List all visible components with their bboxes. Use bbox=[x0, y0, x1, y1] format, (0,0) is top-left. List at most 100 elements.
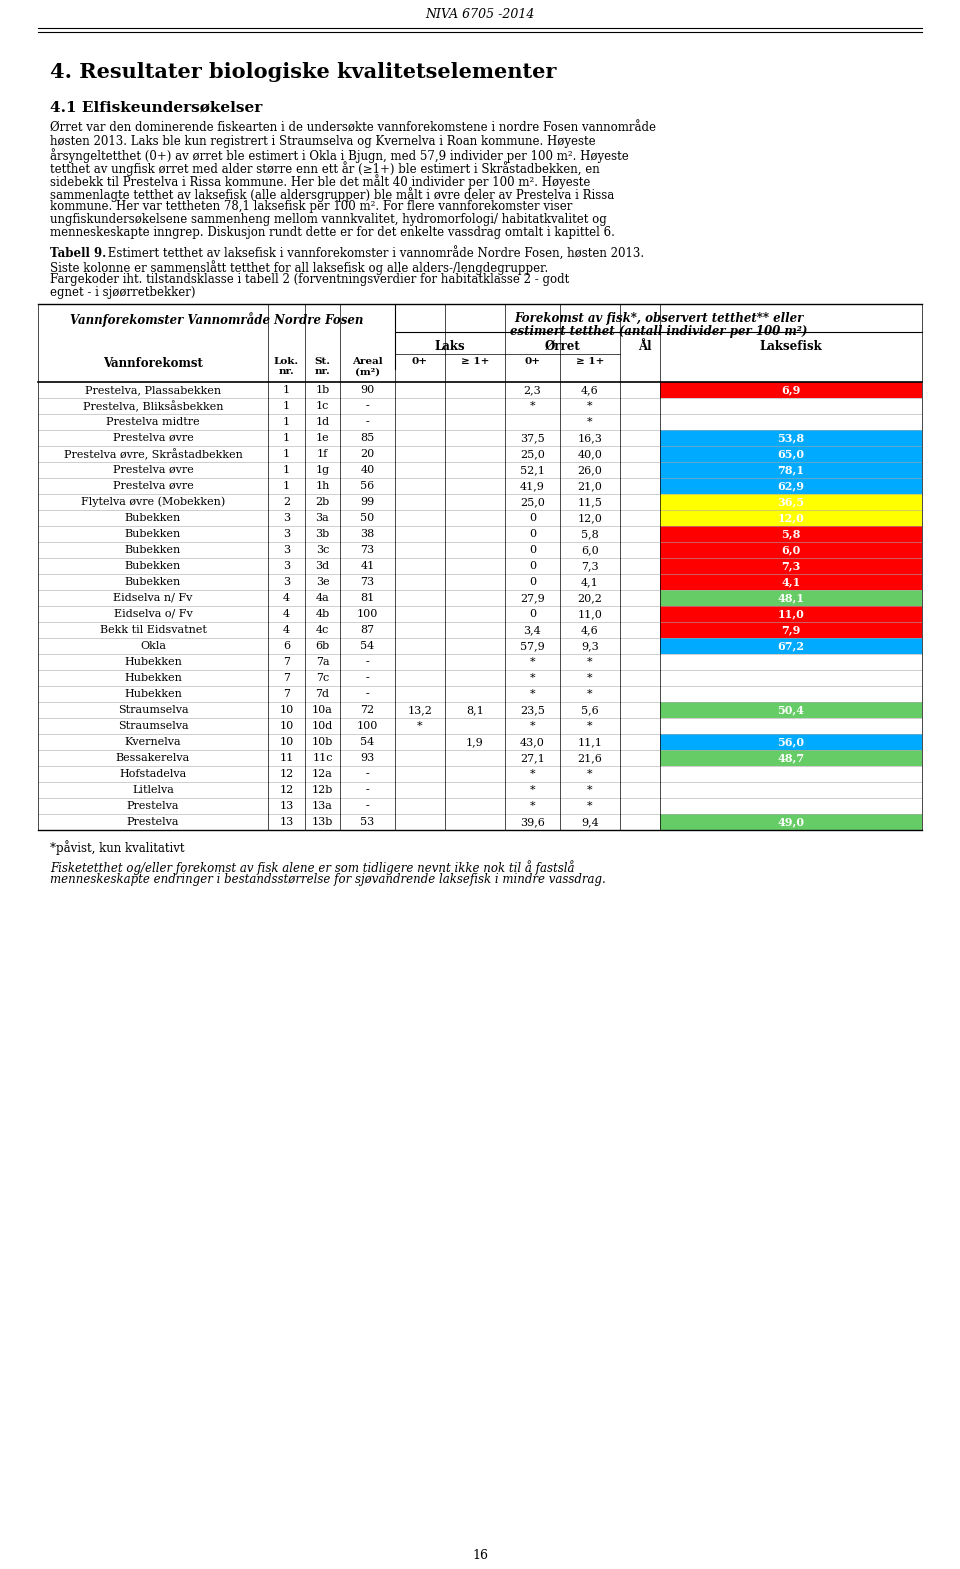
Text: 3: 3 bbox=[283, 544, 290, 555]
Text: 65,0: 65,0 bbox=[778, 449, 804, 460]
Text: 37,5: 37,5 bbox=[520, 433, 545, 442]
Text: Laksefisk: Laksefisk bbox=[759, 340, 823, 353]
Text: Hubekken: Hubekken bbox=[124, 673, 182, 683]
Text: 72: 72 bbox=[360, 704, 374, 715]
Bar bbox=[660, 461, 922, 479]
Text: 50: 50 bbox=[360, 513, 374, 522]
Text: Prestelva øvre: Prestelva øvre bbox=[112, 464, 193, 475]
Text: *: * bbox=[530, 657, 536, 667]
Text: 13: 13 bbox=[279, 817, 294, 827]
Text: 10b: 10b bbox=[312, 737, 333, 747]
Text: Forekomst av fisk*, observert tetthet** eller: Forekomst av fisk*, observert tetthet** … bbox=[514, 312, 804, 325]
Bar bbox=[660, 494, 922, 510]
Text: 25,0: 25,0 bbox=[520, 497, 545, 507]
Text: 7d: 7d bbox=[316, 689, 329, 700]
Text: 3: 3 bbox=[283, 562, 290, 571]
Bar bbox=[660, 639, 922, 654]
Text: 7: 7 bbox=[283, 657, 290, 667]
Text: 12,0: 12,0 bbox=[578, 513, 603, 522]
Text: 100: 100 bbox=[357, 609, 378, 620]
Text: 4c: 4c bbox=[316, 624, 329, 635]
Text: 62,9: 62,9 bbox=[778, 480, 804, 491]
Bar bbox=[660, 430, 922, 446]
Text: 40: 40 bbox=[360, 464, 374, 475]
Text: 6,9: 6,9 bbox=[781, 384, 801, 395]
Bar bbox=[660, 621, 922, 639]
Text: -: - bbox=[366, 657, 370, 667]
Text: 20,2: 20,2 bbox=[578, 593, 603, 602]
Bar bbox=[660, 446, 922, 461]
Text: 1: 1 bbox=[283, 482, 290, 491]
Text: 6b: 6b bbox=[316, 642, 329, 651]
Bar bbox=[660, 590, 922, 606]
Text: 3,4: 3,4 bbox=[523, 624, 541, 635]
Bar bbox=[660, 606, 922, 621]
Text: 3b: 3b bbox=[316, 529, 329, 540]
Text: 43,0: 43,0 bbox=[520, 737, 545, 747]
Text: 1g: 1g bbox=[316, 464, 329, 475]
Text: 1: 1 bbox=[283, 464, 290, 475]
Text: 11c: 11c bbox=[312, 753, 333, 763]
Text: *: * bbox=[530, 784, 536, 795]
Text: høsten 2013. Laks ble kun registrert i Straumselva og Kvernelva i Roan kommune. : høsten 2013. Laks ble kun registrert i S… bbox=[50, 135, 595, 147]
Text: 25,0: 25,0 bbox=[520, 449, 545, 460]
Text: 100: 100 bbox=[357, 722, 378, 731]
Text: 8,1: 8,1 bbox=[467, 704, 484, 715]
Text: 1d: 1d bbox=[316, 417, 329, 427]
Text: 7,9: 7,9 bbox=[781, 624, 801, 635]
Text: 1: 1 bbox=[283, 433, 290, 442]
Text: 1: 1 bbox=[283, 402, 290, 411]
Text: Prestelva øvre, Skråstadbekken: Prestelva øvre, Skråstadbekken bbox=[63, 449, 243, 460]
Text: *: * bbox=[588, 402, 593, 411]
Text: 12,0: 12,0 bbox=[778, 513, 804, 524]
Text: 39,6: 39,6 bbox=[520, 817, 545, 827]
Text: Laks: Laks bbox=[435, 340, 466, 353]
Text: 16,3: 16,3 bbox=[578, 433, 603, 442]
Text: 10: 10 bbox=[279, 704, 294, 715]
Text: -: - bbox=[366, 402, 370, 411]
Text: 16: 16 bbox=[472, 1549, 488, 1563]
Text: 2,3: 2,3 bbox=[523, 384, 541, 395]
Text: -: - bbox=[366, 784, 370, 795]
Text: 12: 12 bbox=[279, 784, 294, 795]
Text: *: * bbox=[588, 673, 593, 683]
Text: *: * bbox=[588, 769, 593, 778]
Text: Litlelva: Litlelva bbox=[132, 784, 174, 795]
Text: *: * bbox=[530, 689, 536, 700]
Text: 10: 10 bbox=[279, 722, 294, 731]
Text: *: * bbox=[418, 722, 422, 731]
Text: 0: 0 bbox=[529, 513, 536, 522]
Text: Prestelva, Plassabekken: Prestelva, Plassabekken bbox=[84, 384, 221, 395]
Text: 0: 0 bbox=[529, 529, 536, 540]
Text: 49,0: 49,0 bbox=[778, 816, 804, 827]
Text: Eidselva o/ Fv: Eidselva o/ Fv bbox=[113, 609, 192, 620]
Text: 41,9: 41,9 bbox=[520, 482, 545, 491]
Text: Vannforekomst: Vannforekomst bbox=[103, 358, 203, 370]
Text: 1h: 1h bbox=[315, 482, 329, 491]
Text: -: - bbox=[366, 673, 370, 683]
Text: 10a: 10a bbox=[312, 704, 333, 715]
Text: 52,1: 52,1 bbox=[520, 464, 545, 475]
Text: 1e: 1e bbox=[316, 433, 329, 442]
Text: 13: 13 bbox=[279, 802, 294, 811]
Text: 1: 1 bbox=[283, 449, 290, 460]
Text: 13,2: 13,2 bbox=[408, 704, 432, 715]
Text: 57,9: 57,9 bbox=[520, 642, 545, 651]
Text: årsyngeltetthet (0+) av ørret ble estimert i Okla i Bjugn, med 57,9 individer pe: årsyngeltetthet (0+) av ørret ble estime… bbox=[50, 147, 629, 163]
Text: Hubekken: Hubekken bbox=[124, 657, 182, 667]
Text: 50,4: 50,4 bbox=[778, 704, 804, 715]
Text: Bubekken: Bubekken bbox=[125, 562, 181, 571]
Text: kommune. Her var tettheten 78,1 laksefisk per 100 m². For flere vannforekomster : kommune. Her var tettheten 78,1 laksefis… bbox=[50, 199, 572, 213]
Text: 54: 54 bbox=[360, 737, 374, 747]
Text: 0: 0 bbox=[529, 544, 536, 555]
Text: Fargekoder iht. tilstandsklasse i tabell 2 (forventningsverdier for habitatklass: Fargekoder iht. tilstandsklasse i tabell… bbox=[50, 273, 569, 286]
Text: Tabell 9.: Tabell 9. bbox=[50, 246, 107, 260]
Text: 81: 81 bbox=[360, 593, 374, 602]
Text: 3: 3 bbox=[283, 529, 290, 540]
Text: Hubekken: Hubekken bbox=[124, 689, 182, 700]
Text: 4,1: 4,1 bbox=[581, 577, 599, 587]
Text: 4a: 4a bbox=[316, 593, 329, 602]
Bar bbox=[660, 526, 922, 541]
Text: NIVA 6705 -2014: NIVA 6705 -2014 bbox=[425, 8, 535, 20]
Text: egnet - i sjøørretbekker): egnet - i sjøørretbekker) bbox=[50, 286, 196, 300]
